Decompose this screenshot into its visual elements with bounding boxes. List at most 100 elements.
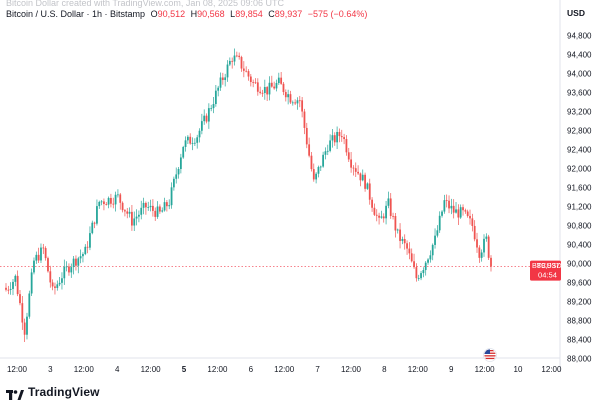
candle-body	[254, 82, 257, 84]
candle-body	[324, 151, 327, 155]
time-axis[interactable]: 12:00 3 12:00 4 12:00 5 12:00 6 12:00 7 12:00 8 12:0…	[7, 365, 562, 374]
candle-body	[273, 86, 276, 89]
candle-body	[16, 275, 19, 295]
candle-body	[238, 55, 241, 58]
candle-body	[305, 127, 308, 145]
candle-body	[105, 204, 108, 205]
candle-body	[420, 273, 422, 279]
candle-body	[114, 194, 117, 205]
candle-body	[214, 90, 217, 105]
candle-body	[58, 282, 61, 285]
candle-body	[145, 202, 147, 208]
candle-body	[310, 155, 313, 170]
candle-body	[357, 171, 359, 174]
candle-body	[98, 201, 101, 207]
candle-body	[343, 137, 346, 140]
candle-body	[296, 100, 299, 104]
candle-body	[9, 288, 12, 290]
candle-body	[184, 140, 187, 147]
candle-body	[448, 200, 450, 209]
candle-body	[161, 210, 164, 212]
candle-body	[490, 257, 492, 267]
legend-close: C89,937	[268, 9, 303, 19]
candle-body	[51, 282, 54, 287]
candle-body	[21, 303, 24, 323]
candle-body	[340, 136, 343, 138]
candle-body	[319, 166, 322, 168]
price-tick-label: 92,000	[567, 165, 592, 174]
candle-body	[170, 187, 173, 206]
candle-body	[219, 77, 222, 88]
candle-body	[158, 206, 161, 212]
candle-body	[175, 174, 178, 179]
candle-body	[207, 108, 210, 122]
time-tick-label: 12:00	[74, 365, 95, 374]
candles[interactable]	[5, 48, 492, 343]
candle-body	[434, 235, 436, 245]
price-tick-label: 88,000	[567, 355, 592, 364]
candle-body	[61, 278, 63, 283]
candle-body	[72, 258, 75, 268]
candle-body	[103, 201, 105, 205]
time-tick-label: 10	[514, 365, 523, 374]
candle-body	[459, 207, 462, 218]
time-tick-label: 3	[48, 365, 53, 374]
candle-body	[422, 270, 425, 274]
candle-body	[14, 275, 17, 282]
candle-body	[436, 230, 439, 236]
candle-body	[110, 197, 112, 204]
candle-body	[12, 281, 14, 289]
tradingview-logo[interactable]: TradingView	[6, 385, 100, 400]
candle-body	[394, 216, 397, 231]
candle-body	[263, 87, 266, 94]
candle-body	[441, 211, 443, 216]
candle-body	[75, 258, 77, 266]
price-axis[interactable]: 88,000 88,400 88,800 89,200 89,600 90,000 90,4…	[567, 32, 592, 364]
candle-body	[33, 260, 35, 273]
us-flag-icon[interactable]	[483, 348, 497, 362]
candle-body	[212, 104, 215, 109]
candle-body	[298, 100, 301, 102]
candle-body	[242, 68, 245, 71]
candle-body	[131, 211, 133, 226]
candle-body	[56, 284, 59, 288]
candle-body	[399, 229, 401, 241]
candle-body	[410, 253, 413, 262]
symbol-legend[interactable]: Bitcoin / U.S. Dollar · 1h · Bitstamp O9…	[6, 9, 367, 19]
price-tag: BTCUSD 89,937 04:54	[530, 260, 562, 281]
candle-body	[427, 259, 429, 263]
candle-body	[63, 266, 66, 279]
currency-button[interactable]: USD	[567, 8, 585, 18]
candle-body	[172, 178, 175, 188]
candle-body	[256, 82, 259, 92]
candle-body	[268, 82, 271, 95]
candle-body	[23, 322, 26, 335]
price-tick-label: 92,800	[567, 127, 592, 136]
candle-body	[354, 168, 357, 172]
candle-body	[221, 77, 224, 81]
candle-body	[68, 266, 70, 273]
candle-body	[168, 205, 171, 207]
candle-body	[117, 194, 119, 196]
candle-body	[91, 222, 94, 234]
time-tick-label: 12:00	[475, 365, 496, 374]
candle-body	[331, 135, 334, 141]
price-tick-label: 94,400	[567, 51, 592, 60]
symbol-description[interactable]: Bitcoin / U.S. Dollar · 1h · Bitstamp	[6, 9, 146, 19]
candle-body	[112, 203, 115, 205]
candle-body	[49, 271, 52, 283]
tradingview-logo-icon	[6, 387, 24, 400]
candle-body	[77, 258, 80, 266]
candle-body	[284, 92, 287, 98]
candle-body	[382, 216, 385, 219]
price-tick-label: 88,800	[567, 317, 592, 326]
candle-body	[189, 136, 192, 144]
candle-body	[270, 82, 273, 87]
candle-body	[429, 255, 432, 260]
candle-body	[179, 157, 182, 170]
candle-body	[217, 87, 220, 91]
candle-body	[408, 248, 411, 254]
tradingview-logo-text: TradingView	[28, 385, 100, 399]
